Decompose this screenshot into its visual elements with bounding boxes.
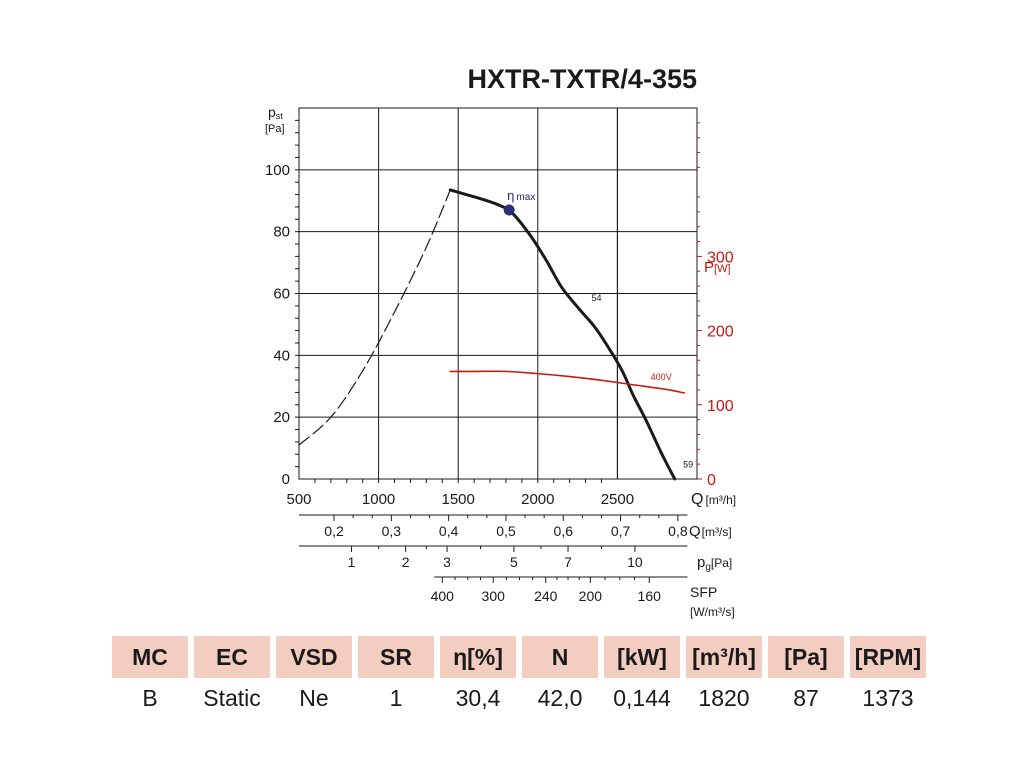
y-tick-label: 40 bbox=[273, 347, 290, 364]
value-m3h: 1820 bbox=[698, 684, 750, 711]
scale-tick-label: 0,2 bbox=[324, 523, 344, 539]
scale-tick-label: 160 bbox=[638, 588, 662, 604]
x-tick-label: 2500 bbox=[601, 491, 634, 508]
y2-tick-label: 300 bbox=[707, 249, 734, 266]
x-axis-label: Q [m³/h] bbox=[691, 491, 736, 508]
scale-sfp-unit: [W/m³/s] bbox=[690, 605, 735, 619]
y2-tick-label: 100 bbox=[707, 398, 734, 415]
value-eta: 30,4 bbox=[455, 684, 501, 711]
scale-tick-label: 0,3 bbox=[382, 523, 402, 539]
header-kw: [kW] bbox=[604, 636, 680, 678]
scale-q-m3s: 0,2 0,3 0,4 0,5 0,6 0,7 0,8 bbox=[299, 514, 688, 539]
spec-table: MC EC VSD SR η[%] N [kW] [m³/h] [Pa] [RP… bbox=[106, 636, 932, 718]
scale-tick-label: 7 bbox=[564, 554, 572, 570]
scale-tick-label: 0,8 bbox=[668, 523, 688, 539]
value-mc: B bbox=[142, 684, 158, 711]
scale-tick-label: 10 bbox=[627, 554, 643, 570]
value-n: 42,0 bbox=[537, 684, 583, 711]
y-tick-label: 60 bbox=[273, 286, 290, 303]
x-tick-label: 1000 bbox=[362, 491, 395, 508]
x-tick-label: 2000 bbox=[521, 491, 554, 508]
scale-tick-label: 240 bbox=[534, 588, 558, 604]
spec-header-row: MC EC VSD SR η[%] N [kW] [m³/h] [Pa] [RP… bbox=[112, 636, 926, 678]
series-pressure-line bbox=[448, 188, 677, 481]
scale-tick-label: 3 bbox=[443, 554, 451, 570]
grid-lines bbox=[298, 107, 698, 480]
value-rpm: 1373 bbox=[862, 684, 914, 711]
header-pa: [Pa] bbox=[768, 636, 844, 678]
fan-performance-chart: HXTR-TXTR/4-355 pst [Pa] P[W] 0204060801… bbox=[265, 64, 736, 619]
header-rpm: [RPM] bbox=[850, 636, 926, 678]
spec-value-row: B Static Ne 1 30,4 42,0 0,144 1820 87 13… bbox=[112, 678, 926, 718]
scale-tick-label: 5 bbox=[510, 554, 518, 570]
y2-tick-label: 200 bbox=[707, 324, 734, 341]
header-vsd: VSD bbox=[276, 636, 352, 678]
header-n: N bbox=[522, 636, 598, 678]
curve-label-59: 59 bbox=[683, 460, 693, 470]
scale-tick-label: 1 bbox=[348, 554, 356, 570]
scale-tick-label: 0,4 bbox=[439, 523, 459, 539]
voltage-label: 400V bbox=[651, 372, 672, 382]
header-m3h: [m³/h] bbox=[686, 636, 762, 678]
y-tick-label: 0 bbox=[282, 471, 290, 488]
y-axis-ticks: 0 20 40 60 80 100 bbox=[265, 119, 299, 488]
curve-label-54: 54 bbox=[592, 293, 602, 303]
value-kw: 0,144 bbox=[613, 684, 671, 711]
series-power-line bbox=[449, 370, 686, 394]
scale-tick-label: 0,7 bbox=[611, 523, 631, 539]
scale-tick-label: 200 bbox=[579, 588, 603, 604]
scale-pg-label: pg[Pa] bbox=[697, 554, 732, 573]
y-tick-label: 20 bbox=[273, 409, 290, 426]
series-unstable-line bbox=[298, 189, 451, 446]
y2-tick-label: 0 bbox=[707, 472, 716, 489]
scale-sfp: 400 300 240 200 160 bbox=[431, 576, 688, 604]
y2-axis-label: P[W] bbox=[704, 259, 731, 276]
y-tick-label: 100 bbox=[265, 162, 290, 179]
y-axis-symbol: pst bbox=[268, 104, 283, 121]
series-group bbox=[298, 188, 686, 481]
header-ec: EC bbox=[194, 636, 270, 678]
x-tick-label: 1500 bbox=[442, 491, 475, 508]
scale-tick-label: 0,5 bbox=[496, 523, 516, 539]
x-axis-ticks: 500 1000 1500 2000 2500 bbox=[286, 479, 634, 508]
annotation-group: η max 54 59 400V bbox=[503, 188, 693, 470]
y-axis-unit: [Pa] bbox=[265, 123, 285, 135]
scale-q-m3s-label: Q[m³/s] bbox=[689, 523, 732, 540]
y2-axis-ticks: 0 100 200 300 bbox=[697, 122, 734, 489]
value-vsd: Ne bbox=[299, 684, 329, 711]
scale-tick-label: 300 bbox=[482, 588, 506, 604]
scale-sfp-label: SFP bbox=[690, 584, 717, 600]
header-sr: SR bbox=[358, 636, 434, 678]
header-mc: MC bbox=[112, 636, 188, 678]
scale-pg: 1 2 3 5 7 10 bbox=[299, 545, 688, 570]
eta-max-label: η max bbox=[507, 188, 535, 203]
scale-tick-label: 0,6 bbox=[554, 523, 574, 539]
x-tick-label: 500 bbox=[286, 491, 311, 508]
scale-tick-label: 400 bbox=[431, 588, 455, 604]
y-tick-label: 80 bbox=[273, 224, 290, 241]
value-ec: Static bbox=[203, 684, 261, 711]
chart-title: HXTR-TXTR/4-355 bbox=[467, 64, 697, 94]
eta-max-marker bbox=[503, 204, 515, 216]
value-pa: 87 bbox=[793, 684, 819, 711]
value-sr: 1 bbox=[389, 684, 403, 711]
scale-tick-label: 2 bbox=[402, 554, 410, 570]
header-eta: η[%] bbox=[440, 636, 516, 678]
